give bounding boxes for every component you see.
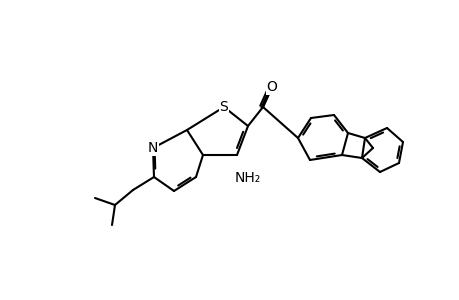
Text: O: O: [266, 80, 277, 94]
Text: N: N: [147, 141, 158, 155]
Text: NH₂: NH₂: [235, 171, 261, 185]
Text: S: S: [219, 100, 228, 114]
Text: N: N: [147, 141, 158, 155]
Text: NH₂: NH₂: [235, 171, 261, 185]
Text: O: O: [266, 80, 277, 94]
Text: S: S: [219, 100, 228, 114]
